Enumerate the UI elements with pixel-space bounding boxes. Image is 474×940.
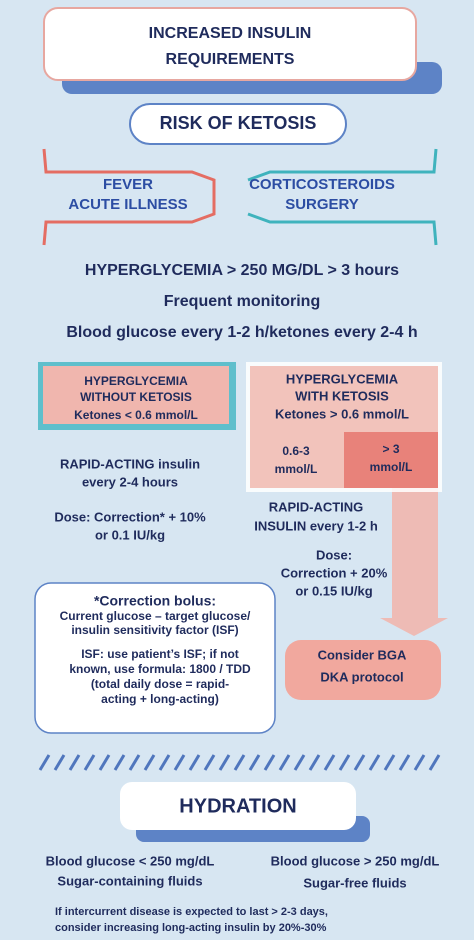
monitoring-line: Frequent monitoring [164,293,320,310]
box-title: HYPERGLYCEMIA [84,374,188,388]
slash [383,754,396,771]
correction-formula: insulin sensitivity factor (ISF) [71,623,238,637]
correction-box [34,582,276,734]
slash [353,754,366,771]
treatment: RAPID-ACTING insulin [60,456,200,471]
slash [308,754,321,771]
correction-note: known, use formula: 1800 / TDD [69,662,251,676]
cause-shape-left [42,148,216,246]
treatment: INSULIN every 1-2 h [254,518,378,533]
hydration-rule: Blood glucose > 250 mg/dL [271,853,440,868]
hydration-rule: Sugar-containing fluids [57,873,202,888]
box-high [344,432,438,488]
slash [398,754,411,771]
monitoring-line: Blood glucose every 1-2 h/ketones every … [66,324,417,341]
slash [173,754,186,771]
correction-title: *Correction bolus: [94,593,216,609]
slash [203,754,216,771]
cause-shape-right [247,148,438,246]
slash [218,754,231,771]
header-title: REQUIREMENTS [166,51,295,68]
box-title: WITH KETOSIS [295,388,389,403]
ketones: Ketones > 0.6 mmol/L [275,406,409,421]
treatment: every 2-4 hours [82,474,178,489]
slash [338,754,351,771]
slash [248,754,261,771]
slash [83,754,96,771]
dose: Dose: [316,547,352,562]
hydration-box [120,782,356,830]
slash [188,754,201,771]
range-low: mmol/L [275,462,318,476]
correction-note: acting + long-acting) [101,692,219,706]
slash [143,754,156,771]
dose: or 0.15 IU/kg [295,583,372,598]
header-box [43,7,417,81]
treatment: RAPID-ACTING [269,499,364,514]
cause: SURGERY [285,196,359,213]
slash [68,754,81,771]
action-box [285,640,441,700]
action: Consider BGA [318,647,407,662]
cause: FEVER [103,176,153,193]
slash [293,754,306,771]
slash [323,754,336,771]
ketones: Ketones < 0.6 mmol/L [74,408,198,422]
range-high: mmol/L [370,460,413,474]
slash [368,754,381,771]
slash [38,754,51,771]
range-high: > 3 [382,442,399,456]
dose: Dose: Correction* + 10% [54,509,206,524]
slash [413,754,426,771]
cause: CORTICOSTEROIDS [249,176,395,193]
risk-pill [129,103,347,145]
slash [113,754,126,771]
hydration-rule: Sugar-free fluids [303,875,406,890]
correction-formula: Current glucose – target glucose/ [60,609,251,623]
slash [53,754,66,771]
slash [233,754,246,771]
box-title: WITHOUT KETOSIS [80,390,192,404]
range-low: 0.6-3 [282,444,310,458]
slash [263,754,276,771]
action: DKA protocol [320,669,403,684]
cause: ACUTE ILLNESS [68,196,187,213]
dose: Correction + 20% [281,565,388,580]
header-title: INCREASED INSULIN [149,25,312,42]
slash [128,754,141,771]
slash [278,754,291,771]
hydration-rule: Blood glucose < 250 mg/dL [46,853,215,868]
slash [98,754,111,771]
divider [38,754,441,771]
slash [158,754,171,771]
monitoring-line: HYPERGLYCEMIA > 250 MG/DL > 3 hours [85,262,399,279]
hydration-title: HYDRATION [179,795,296,817]
dose: or 0.1 IU/kg [95,527,165,542]
correction-note: (total daily dose = rapid- [91,677,229,691]
correction-note: ISF: use patient’s ISF; if not [81,647,239,661]
footer: If intercurrent disease is expected to l… [55,906,328,918]
slash [428,754,441,771]
risk-label: RISK OF KETOSIS [160,113,317,133]
box-title: HYPERGLYCEMIA [286,371,399,386]
footer: consider increasing long-acting insulin … [55,922,327,934]
box-without-ketosis [43,366,229,424]
